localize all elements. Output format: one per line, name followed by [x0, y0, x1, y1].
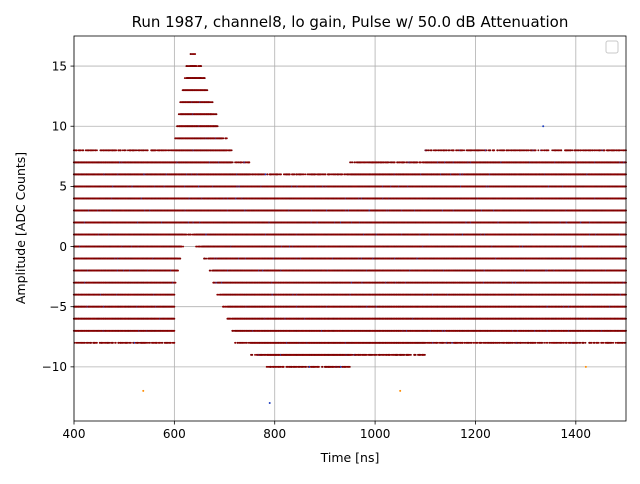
data-point [182, 246, 184, 248]
data-point [125, 149, 127, 151]
data-point [179, 258, 181, 260]
data-point [112, 342, 114, 344]
data-point [76, 149, 78, 151]
data-point [149, 342, 151, 344]
data-point [175, 282, 177, 284]
data-point [115, 149, 117, 151]
data-point [82, 149, 84, 151]
data-point [156, 342, 158, 344]
data-point [120, 149, 122, 151]
data-point [173, 318, 175, 320]
data-point [115, 342, 117, 344]
data-point [194, 53, 196, 55]
data-point [173, 330, 175, 332]
data-point [147, 149, 149, 151]
data-point [173, 306, 175, 308]
data-point [161, 342, 163, 344]
data-point [173, 294, 175, 296]
data-point [130, 342, 132, 344]
data-point [200, 65, 202, 67]
data-point [90, 342, 92, 344]
data-point [173, 342, 175, 344]
data-point [126, 342, 128, 344]
data-point [96, 342, 98, 344]
data-point [96, 149, 98, 151]
data-point [196, 65, 198, 67]
data-point [177, 270, 179, 272]
data-point [190, 234, 192, 236]
data-point [170, 342, 172, 344]
